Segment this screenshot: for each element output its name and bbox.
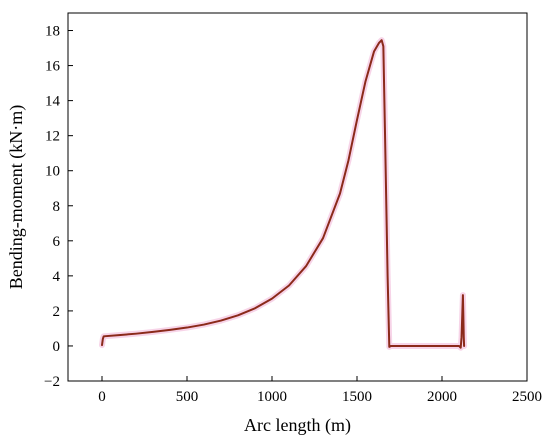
x-axis-ticks: 0 500 1000 1500 2000 2500 xyxy=(98,376,542,405)
x-tick-label: 500 xyxy=(176,389,199,405)
x-tick-label: 1500 xyxy=(342,389,372,405)
y-tick-label: 16 xyxy=(45,59,61,75)
plot-frame xyxy=(67,12,528,382)
y-tick-label: 0 xyxy=(53,339,61,355)
y-tick-label: 2 xyxy=(53,304,61,320)
y-tick-label: −2 xyxy=(44,374,60,390)
y-axis-ticks: −2 0 2 4 6 8 10 12 14 16 18 xyxy=(44,24,73,390)
series-line-glow xyxy=(99,37,468,351)
y-axis-title: Bending-moment (kN·m) xyxy=(6,105,27,289)
series-line xyxy=(101,39,466,349)
y-tick-label: 14 xyxy=(45,94,61,110)
x-tick-label: 2000 xyxy=(427,389,457,405)
y-tick-label: 4 xyxy=(53,269,61,285)
series-glow-layer xyxy=(99,37,468,351)
y-tick-label: 8 xyxy=(53,199,61,215)
x-axis-title: Arc length (m) xyxy=(244,415,351,436)
x-tick-label: 1000 xyxy=(257,389,287,405)
x-tick-label: 0 xyxy=(98,389,106,405)
y-tick-label: 10 xyxy=(45,164,60,180)
y-tick-label: 12 xyxy=(45,129,60,145)
x-tick-label: 2500 xyxy=(512,389,542,405)
y-tick-label: 18 xyxy=(45,24,60,40)
series-layer xyxy=(101,39,466,349)
y-tick-label: 6 xyxy=(53,234,61,250)
